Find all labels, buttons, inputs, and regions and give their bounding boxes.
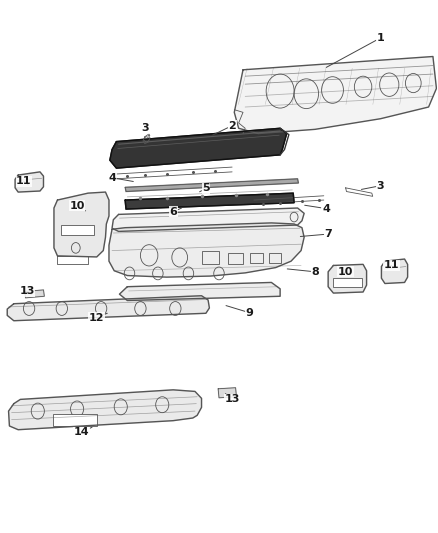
Text: 6: 6 (169, 207, 181, 217)
Text: 8: 8 (287, 267, 319, 277)
Polygon shape (120, 282, 280, 301)
Polygon shape (9, 390, 201, 430)
Polygon shape (125, 193, 294, 209)
Text: 3: 3 (141, 123, 150, 135)
Polygon shape (7, 296, 209, 321)
Text: 11: 11 (16, 176, 32, 187)
Bar (201, 251, 219, 264)
Bar (250, 253, 263, 263)
Text: 5: 5 (200, 183, 210, 193)
Text: 12: 12 (89, 312, 107, 322)
Text: 13: 13 (224, 393, 240, 405)
Polygon shape (109, 223, 304, 277)
Polygon shape (125, 179, 298, 191)
Text: 7: 7 (300, 229, 332, 239)
Polygon shape (54, 192, 109, 257)
Polygon shape (25, 290, 44, 298)
Polygon shape (328, 264, 367, 293)
Text: 13: 13 (19, 286, 35, 296)
Bar (228, 253, 243, 264)
Text: 10: 10 (69, 201, 85, 211)
Text: 14: 14 (74, 427, 92, 438)
Text: 4: 4 (108, 173, 133, 183)
Polygon shape (234, 56, 436, 134)
Text: 1: 1 (326, 33, 385, 67)
Text: 3: 3 (361, 181, 385, 191)
Text: 2: 2 (213, 120, 236, 135)
Text: 4: 4 (305, 204, 330, 214)
Bar (53, 414, 97, 426)
Polygon shape (110, 128, 287, 168)
Polygon shape (218, 387, 237, 398)
Bar (61, 225, 94, 235)
Text: 11: 11 (384, 261, 399, 270)
Polygon shape (15, 172, 43, 192)
Text: 10: 10 (338, 267, 353, 277)
Text: 9: 9 (226, 305, 254, 318)
Bar (333, 278, 362, 287)
Bar (269, 253, 282, 263)
Polygon shape (381, 259, 408, 284)
Polygon shape (112, 208, 304, 231)
